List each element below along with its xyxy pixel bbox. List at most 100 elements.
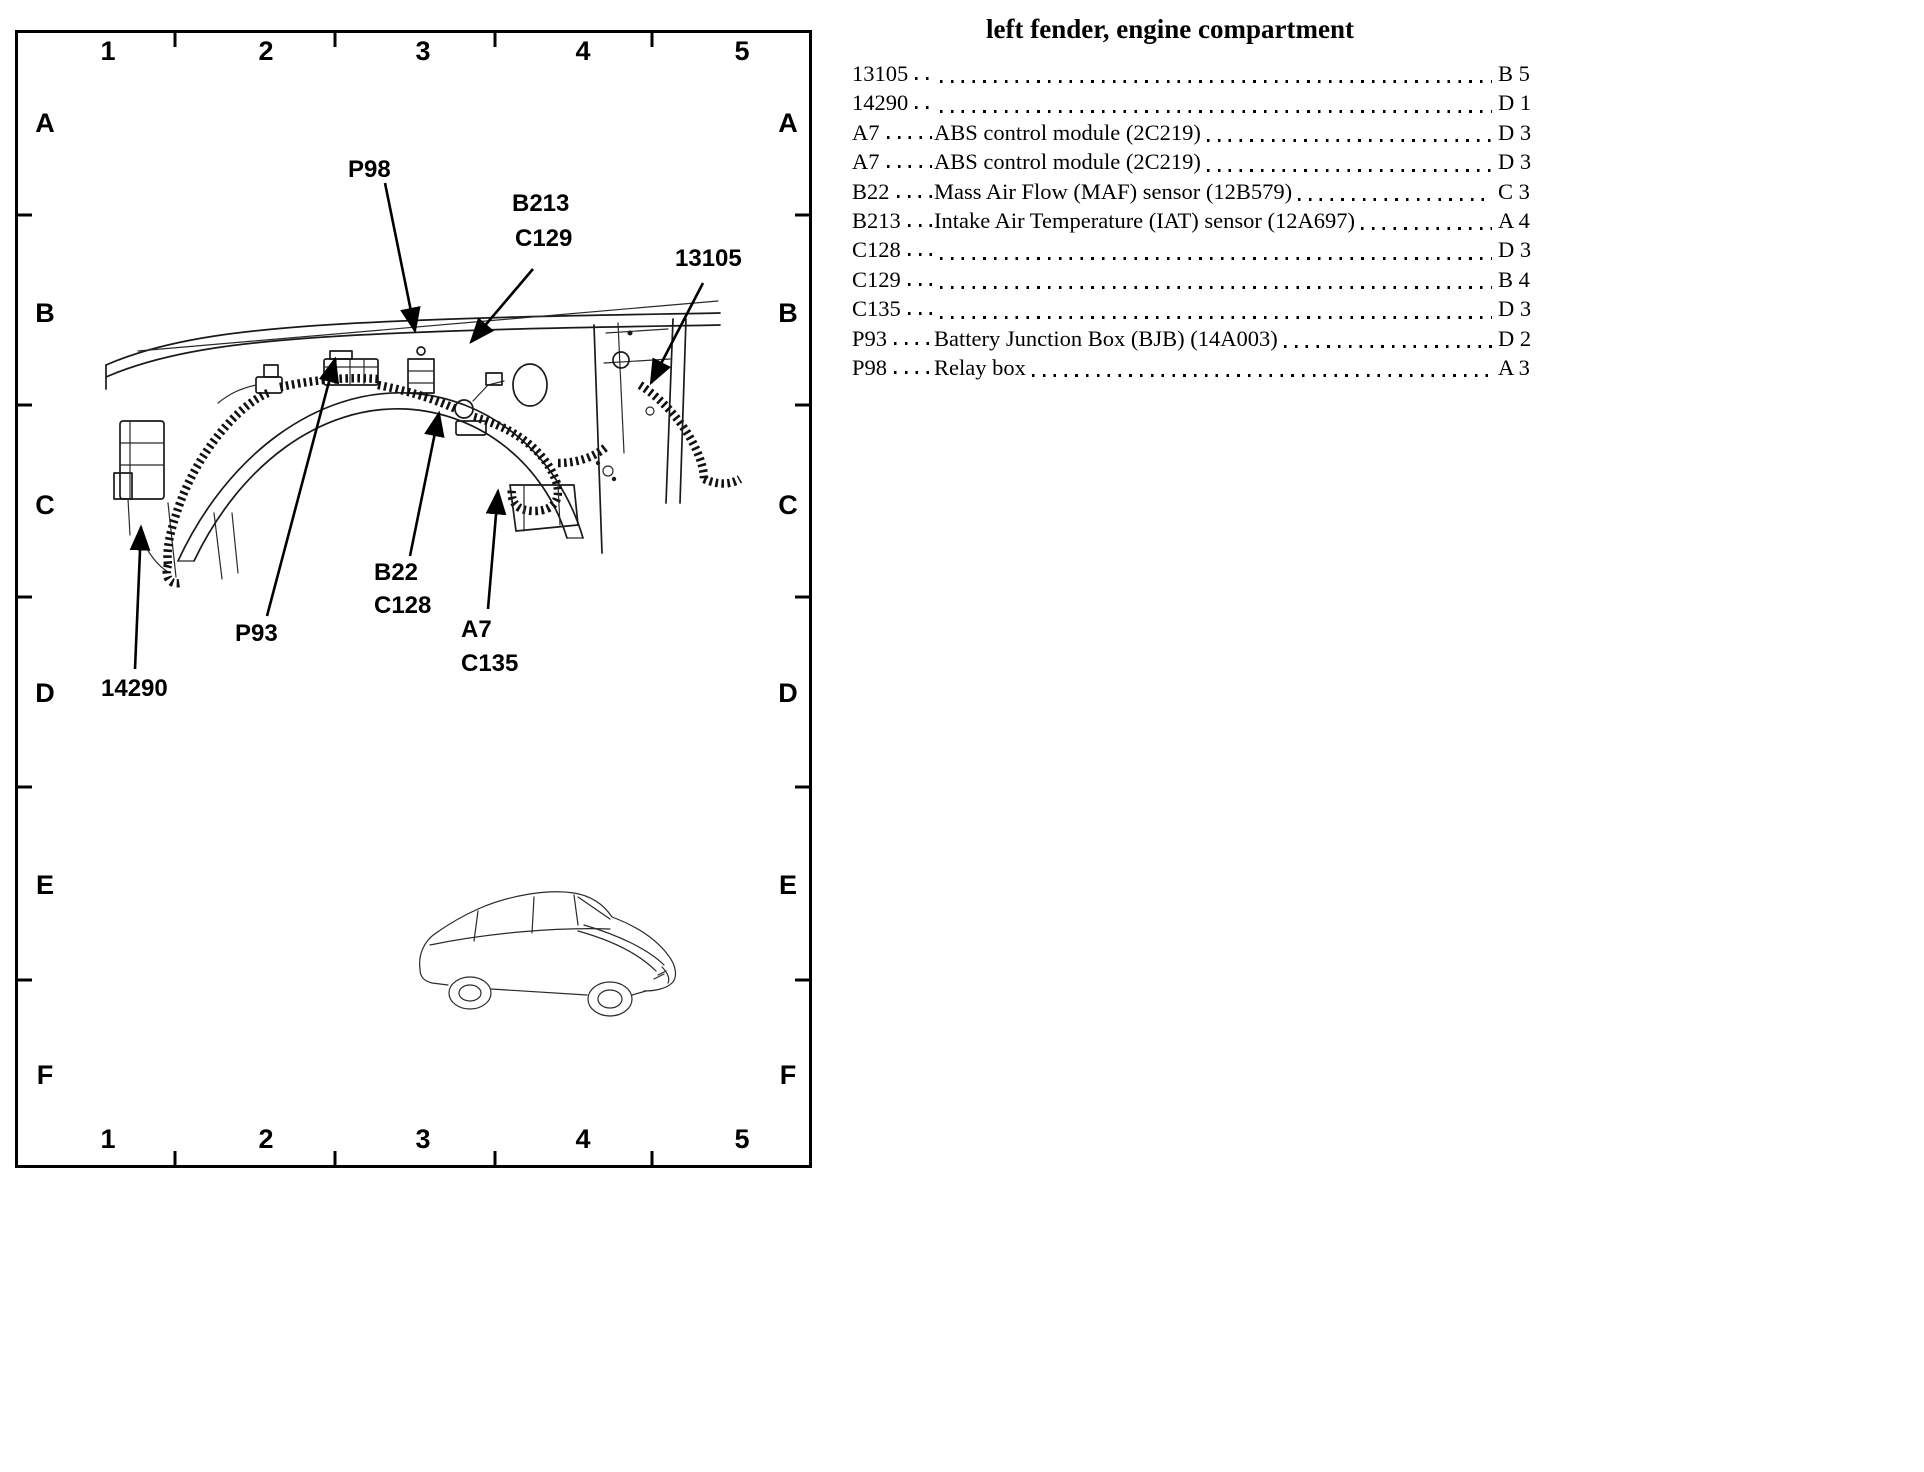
dot-leader bbox=[907, 253, 932, 257]
component-code: B213 bbox=[852, 207, 901, 233]
grid-row-label-left-d: D bbox=[35, 678, 55, 708]
component-description: Mass Air Flow (MAF) sensor (12B579) bbox=[934, 178, 1293, 204]
grid-col-label-top-5: 5 bbox=[734, 36, 750, 66]
grid-reference: C 3 bbox=[1498, 178, 1530, 204]
grid-col-label-bottom-5: 5 bbox=[734, 1124, 750, 1154]
callout-label-b213: B213 bbox=[512, 190, 570, 217]
dot-leader bbox=[940, 256, 1492, 260]
grid-row-label-right-f: F bbox=[779, 1060, 797, 1090]
component-index-list: 13105 B 5 14290 D 1 A7 ABS control modul… bbox=[852, 61, 1544, 384]
dot-leader bbox=[894, 370, 932, 374]
component-code: A7 bbox=[852, 149, 880, 175]
dot-leader bbox=[907, 282, 932, 286]
grid-row-label-right-d: D bbox=[778, 678, 798, 708]
callout-arrow-b22-c128 bbox=[408, 410, 445, 557]
dot-leader bbox=[1283, 344, 1492, 348]
callout-arrows bbox=[129, 182, 705, 670]
grid-reference: B 4 bbox=[1498, 266, 1530, 292]
component-code: P98 bbox=[852, 354, 888, 380]
component-description: Intake Air Temperature (IAT) sensor (12A… bbox=[934, 207, 1355, 233]
index-row: P98 Relay box A 3 bbox=[852, 355, 1544, 384]
callout-label-p98: P98 bbox=[348, 156, 391, 183]
dot-leader bbox=[915, 77, 932, 80]
grid-row-label-left-c: C bbox=[35, 490, 55, 520]
component-description: ABS control module (2C219) bbox=[934, 149, 1201, 175]
index-row: P93 Battery Junction Box (BJB) (14A003) … bbox=[852, 326, 1544, 355]
page-title: left fender, engine compartment bbox=[986, 14, 1354, 44]
diagram-grid-box: 1 2 3 4 5 1 2 3 4 5 A B C D E F A B C D … bbox=[15, 30, 812, 1168]
grid-row-label-right-b: B bbox=[778, 298, 798, 328]
vehicle-outline-illustration bbox=[419, 891, 677, 1017]
grid-col-label-bottom-1: 1 bbox=[100, 1124, 116, 1154]
component-code: C135 bbox=[852, 296, 901, 322]
callout-label-p93: P93 bbox=[235, 620, 278, 647]
index-row: 13105 B 5 bbox=[852, 61, 1544, 90]
component-code: C129 bbox=[852, 266, 901, 292]
dot-leader bbox=[894, 341, 932, 345]
callout-arrow-p98 bbox=[383, 182, 421, 334]
component-code: B22 bbox=[852, 178, 890, 204]
index-row: B22 Mass Air Flow (MAF) sensor (12B579) … bbox=[852, 179, 1544, 208]
component-code: 13105 bbox=[852, 61, 909, 86]
grid-col-label-top-4: 4 bbox=[575, 36, 591, 66]
index-row: C129 B 4 bbox=[852, 267, 1544, 296]
component-description: Relay box bbox=[934, 354, 1026, 380]
callout-label-13105: 13105 bbox=[675, 245, 742, 272]
index-row: C135 D 3 bbox=[852, 296, 1544, 325]
dot-leader bbox=[1298, 197, 1492, 201]
grid-row-label-left-a: A bbox=[35, 108, 55, 138]
dot-leader bbox=[907, 312, 932, 316]
grid-ticks bbox=[18, 33, 809, 1165]
grid-col-label-top-3: 3 bbox=[415, 36, 431, 66]
index-row: 14290 D 1 bbox=[852, 90, 1544, 119]
grid-col-label-top-1: 1 bbox=[100, 36, 116, 66]
dot-leader bbox=[940, 315, 1492, 319]
callout-label-a7: A7 bbox=[461, 616, 492, 643]
index-row: A7 ABS control module (2C219) D 3 bbox=[852, 149, 1544, 178]
callout-label-b22: B22 bbox=[374, 559, 419, 586]
index-row: B213 Intake Air Temperature (IAT) sensor… bbox=[852, 208, 1544, 237]
callout-label-c135: C135 bbox=[461, 650, 519, 677]
component-code: P93 bbox=[852, 325, 888, 351]
dot-leader bbox=[915, 106, 932, 110]
dot-leader bbox=[1206, 139, 1492, 143]
component-code: 14290 bbox=[852, 90, 909, 116]
grid-reference: D 3 bbox=[1498, 149, 1532, 175]
dot-leader bbox=[940, 109, 1492, 113]
grid-reference: D 2 bbox=[1498, 325, 1532, 351]
grid-col-label-top-2: 2 bbox=[258, 36, 274, 66]
grid-reference: D 3 bbox=[1498, 119, 1532, 145]
dot-leader bbox=[886, 135, 932, 139]
grid-row-label-right-e: E bbox=[778, 870, 797, 900]
callout-arrow-p93 bbox=[265, 356, 340, 617]
dot-leader bbox=[1206, 168, 1492, 172]
grid-col-label-bottom-2: 2 bbox=[258, 1124, 274, 1154]
grid-row-label-right-a: A bbox=[778, 108, 798, 138]
grid-reference: D 3 bbox=[1498, 296, 1532, 322]
grid-reference: A 3 bbox=[1498, 354, 1530, 380]
component-index: left fender, engine compartment 13105 B … bbox=[852, 14, 1544, 384]
grid-row-label-left-e: E bbox=[35, 870, 54, 900]
grid-reference: D 1 bbox=[1498, 90, 1532, 116]
dot-leader bbox=[1361, 227, 1492, 231]
callout-label-c129: C129 bbox=[515, 225, 573, 252]
dot-leader bbox=[886, 165, 932, 169]
dot-leader bbox=[1031, 374, 1492, 378]
grid-col-label-bottom-4: 4 bbox=[575, 1124, 591, 1154]
dot-leader bbox=[940, 80, 1492, 84]
index-row: C128 D 3 bbox=[852, 237, 1544, 266]
callout-arrow-b213-c129 bbox=[469, 268, 534, 344]
fender-apron-artwork bbox=[105, 300, 743, 588]
grid-row-label-left-f: F bbox=[36, 1060, 54, 1090]
component-code: C128 bbox=[852, 237, 901, 263]
grid-reference: D 3 bbox=[1498, 237, 1532, 263]
callout-arrow-13105 bbox=[649, 282, 705, 386]
grid-reference: B 5 bbox=[1498, 61, 1530, 86]
callout-arrow-14290 bbox=[129, 524, 151, 670]
callout-label-14290: 14290 bbox=[101, 675, 168, 702]
component-description: ABS control module (2C219) bbox=[934, 119, 1201, 145]
component-description: Battery Junction Box (BJB) (14A003) bbox=[934, 325, 1278, 351]
dot-leader bbox=[896, 194, 932, 198]
grid-col-label-bottom-3: 3 bbox=[415, 1124, 431, 1154]
